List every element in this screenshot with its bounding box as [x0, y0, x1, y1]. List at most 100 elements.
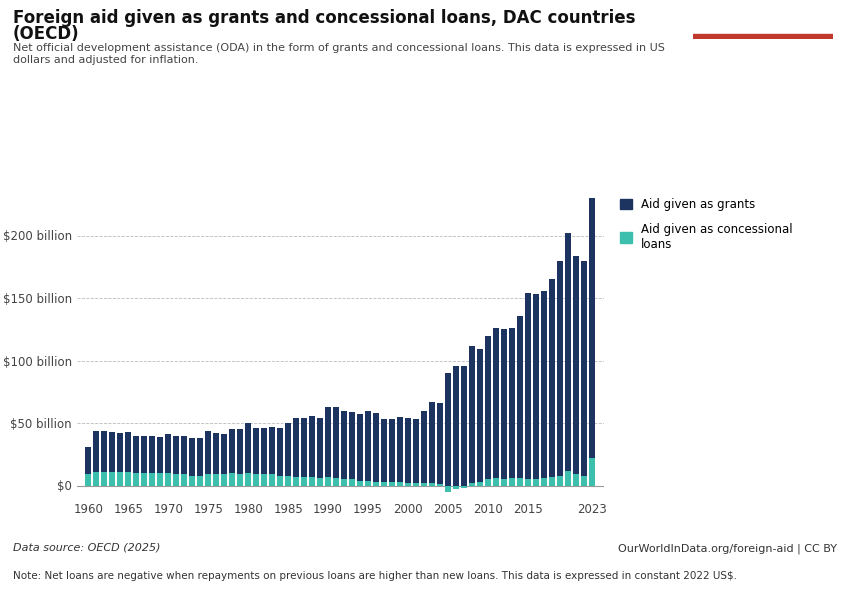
Bar — [285, 475, 291, 485]
Bar — [357, 414, 363, 481]
Bar — [94, 431, 99, 472]
Bar — [564, 470, 570, 485]
Bar — [349, 479, 355, 485]
Bar — [573, 474, 579, 485]
Text: Our World: Our World — [735, 9, 790, 19]
Bar — [133, 473, 139, 485]
Bar — [205, 431, 212, 474]
Bar — [197, 475, 203, 485]
Bar — [484, 335, 490, 479]
Bar — [181, 436, 187, 474]
Bar — [437, 484, 443, 485]
Bar — [245, 473, 251, 485]
Bar — [301, 418, 307, 477]
Bar — [524, 479, 530, 485]
Bar — [524, 293, 530, 479]
Bar — [181, 474, 187, 485]
Bar — [173, 474, 179, 485]
Bar — [293, 418, 299, 477]
Bar — [317, 418, 323, 478]
Bar — [317, 478, 323, 485]
Bar — [101, 472, 107, 485]
Bar — [277, 428, 283, 475]
Bar — [581, 260, 586, 475]
Bar — [261, 474, 267, 485]
Bar — [557, 260, 563, 475]
Text: Note: Net loans are negative when repayments on previous loans are higher than n: Note: Net loans are negative when repaym… — [13, 571, 737, 581]
Bar — [141, 473, 147, 485]
Bar — [548, 279, 554, 477]
Bar — [117, 433, 123, 472]
Bar — [541, 290, 547, 478]
Bar — [508, 328, 514, 478]
Text: OurWorldInData.org/foreign-aid | CC BY: OurWorldInData.org/foreign-aid | CC BY — [618, 543, 837, 553]
Bar — [389, 482, 395, 485]
Bar — [253, 474, 259, 485]
Bar — [126, 472, 132, 485]
Bar — [517, 316, 523, 478]
Bar — [173, 436, 179, 474]
Bar — [557, 475, 563, 485]
Bar — [221, 434, 227, 474]
Bar — [501, 479, 507, 485]
Bar — [117, 472, 123, 485]
Text: Data source: OECD (2025): Data source: OECD (2025) — [13, 543, 161, 553]
Bar — [133, 436, 139, 473]
Bar — [253, 428, 259, 474]
Bar — [468, 483, 475, 485]
Bar — [581, 475, 586, 485]
Bar — [445, 485, 450, 492]
Text: Foreign aid given as grants and concessional loans, DAC countries: Foreign aid given as grants and concessi… — [13, 9, 635, 27]
Bar — [493, 328, 499, 478]
Text: in Data: in Data — [743, 22, 783, 32]
Bar — [301, 477, 307, 485]
Bar — [389, 419, 395, 482]
Bar — [157, 473, 163, 485]
Legend: Aid given as grants, Aid given as concessional
loans: Aid given as grants, Aid given as conces… — [620, 198, 793, 251]
Bar — [293, 477, 299, 485]
Bar — [150, 473, 156, 485]
Bar — [541, 478, 547, 485]
Bar — [349, 412, 355, 479]
Bar — [588, 458, 594, 485]
Bar — [126, 432, 132, 472]
Bar — [333, 478, 339, 485]
Bar — [477, 349, 483, 482]
Bar — [373, 482, 379, 485]
Bar — [461, 365, 467, 485]
Bar — [277, 475, 283, 485]
Bar — [94, 472, 99, 485]
Bar — [269, 427, 275, 474]
Bar — [357, 481, 363, 485]
Bar — [190, 475, 196, 485]
Bar — [245, 423, 251, 473]
Bar — [405, 483, 411, 485]
Text: (OECD): (OECD) — [13, 25, 79, 43]
Bar — [564, 233, 570, 470]
Bar — [190, 438, 196, 475]
Bar — [230, 429, 235, 473]
Bar — [166, 434, 172, 473]
Bar — [421, 410, 427, 483]
Bar — [213, 474, 219, 485]
Bar — [381, 482, 387, 485]
Bar — [533, 294, 539, 479]
Bar — [413, 419, 419, 483]
Bar — [445, 373, 450, 485]
Bar — [221, 474, 227, 485]
Bar — [413, 483, 419, 485]
Bar — [548, 477, 554, 485]
Bar — [421, 483, 427, 485]
Bar — [397, 482, 403, 485]
Bar — [110, 472, 116, 485]
Bar — [693, 34, 833, 39]
Bar — [365, 410, 371, 481]
Bar — [197, 438, 203, 475]
Bar — [309, 477, 315, 485]
Bar — [230, 473, 235, 485]
Bar — [333, 407, 339, 478]
Bar — [86, 447, 92, 474]
Bar — [269, 474, 275, 485]
Bar — [166, 473, 172, 485]
Bar — [484, 479, 490, 485]
